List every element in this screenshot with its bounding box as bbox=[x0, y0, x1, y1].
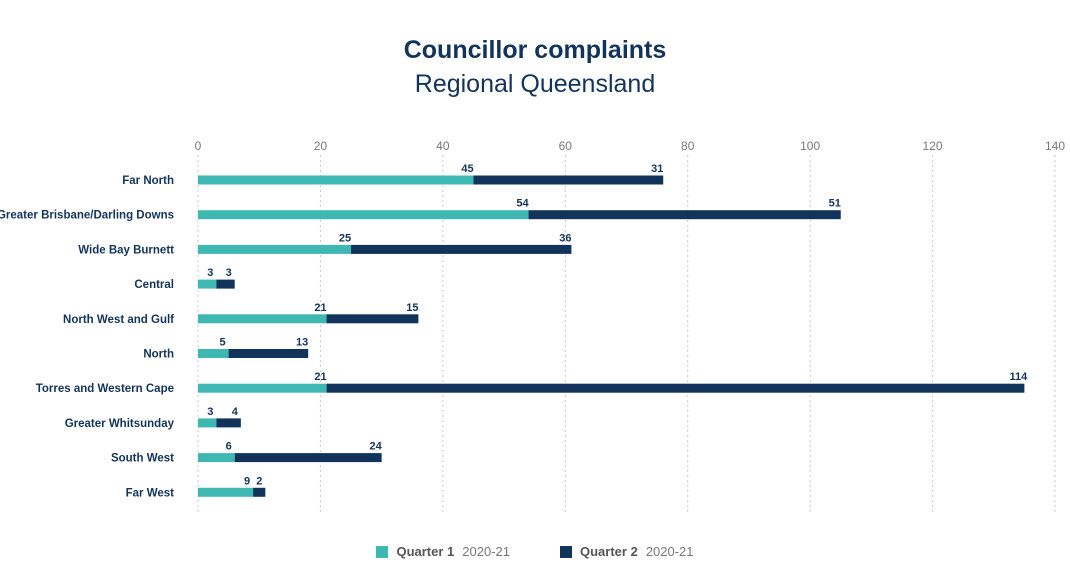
bar-segment-q1 bbox=[198, 279, 217, 289]
category-label: Torres and Western Cape bbox=[36, 383, 174, 395]
data-label: 31 bbox=[651, 163, 663, 175]
bar-segment-q1 bbox=[198, 349, 229, 358]
bar-segment-q2 bbox=[351, 244, 572, 254]
x-tick-label: 20 bbox=[314, 139, 328, 153]
bar-segment-q2 bbox=[326, 383, 1025, 393]
data-label: 45 bbox=[461, 163, 473, 175]
bar-segment-q2 bbox=[253, 487, 266, 497]
data-label: 15 bbox=[406, 302, 418, 314]
data-label: 9 bbox=[244, 475, 250, 487]
bar-segment-q2 bbox=[234, 453, 382, 463]
x-tick-label: 100 bbox=[800, 139, 820, 153]
category-label: Far North bbox=[122, 175, 174, 187]
chart-title: Councillor complaints bbox=[403, 36, 667, 64]
x-tick-label: 40 bbox=[436, 139, 450, 153]
bar-segment-q1 bbox=[198, 175, 474, 185]
bar-segment-q1 bbox=[198, 487, 254, 497]
chart-subtitle: Regional Queensland bbox=[414, 70, 656, 98]
legend-item-q1: Quarter 1 2020-21 bbox=[376, 544, 510, 559]
category-label: Far West bbox=[126, 487, 175, 499]
data-label: 36 bbox=[559, 232, 571, 244]
category-label: North bbox=[143, 349, 174, 361]
legend-label-q2: Quarter 2 bbox=[580, 544, 638, 559]
data-label: 51 bbox=[829, 198, 841, 210]
category-label: Greater Whitsunday bbox=[65, 418, 175, 430]
data-label: 114 bbox=[1010, 371, 1029, 383]
category-label: South West bbox=[111, 453, 174, 465]
category-label: Central bbox=[134, 279, 174, 291]
bar-segment-q1 bbox=[198, 314, 327, 324]
bar-segment-q2 bbox=[473, 175, 664, 185]
legend-label-q1: Quarter 1 bbox=[396, 544, 455, 559]
data-label: 54 bbox=[516, 198, 529, 210]
bar-segment-q2 bbox=[326, 314, 419, 324]
legend-period-q2: 2020-21 bbox=[645, 544, 694, 559]
data-label: 3 bbox=[207, 406, 213, 418]
bar-segment-q1 bbox=[198, 383, 327, 393]
legend-swatch-q2 bbox=[560, 545, 572, 558]
data-label: 13 bbox=[296, 337, 308, 349]
x-tick-label: 60 bbox=[559, 139, 573, 153]
category-label: Wide Bay Burnett bbox=[78, 244, 174, 256]
bar-segment-q1 bbox=[198, 418, 217, 428]
legend-period-q1: 2020-21 bbox=[462, 544, 510, 559]
data-label: 5 bbox=[220, 337, 226, 349]
data-label: 3 bbox=[226, 267, 232, 279]
data-label: 6 bbox=[226, 441, 232, 453]
x-tick-label: 120 bbox=[923, 139, 943, 153]
category-label: Greater Brisbane/Darling Downs bbox=[0, 210, 174, 222]
legend-item-q2: Quarter 2 2020-21 bbox=[560, 544, 694, 559]
bar-segment-q2 bbox=[528, 210, 841, 220]
data-label: 4 bbox=[232, 406, 239, 418]
bar-segment-q1 bbox=[198, 244, 352, 254]
data-label: 21 bbox=[314, 302, 326, 314]
data-label: 3 bbox=[207, 267, 213, 279]
legend-swatch-q1 bbox=[376, 545, 389, 558]
bar-segment-q2 bbox=[216, 279, 235, 289]
bar-segment-q1 bbox=[198, 453, 235, 463]
bar-segment-q2 bbox=[228, 349, 309, 358]
legend: Quarter 1 2020-21 Quarter 2 2020-21 bbox=[0, 544, 1070, 559]
bar-segment-q1 bbox=[198, 210, 529, 220]
category-label: North West and Gulf bbox=[63, 314, 174, 326]
x-tick-label: 140 bbox=[1045, 139, 1065, 153]
data-label: 21 bbox=[314, 371, 326, 383]
data-label: 24 bbox=[370, 441, 383, 453]
bar-segment-q2 bbox=[216, 418, 241, 428]
x-tick-label: 0 bbox=[195, 139, 202, 153]
x-tick-label: 80 bbox=[681, 139, 695, 153]
data-label: 25 bbox=[339, 232, 351, 244]
data-label: 2 bbox=[256, 475, 262, 487]
